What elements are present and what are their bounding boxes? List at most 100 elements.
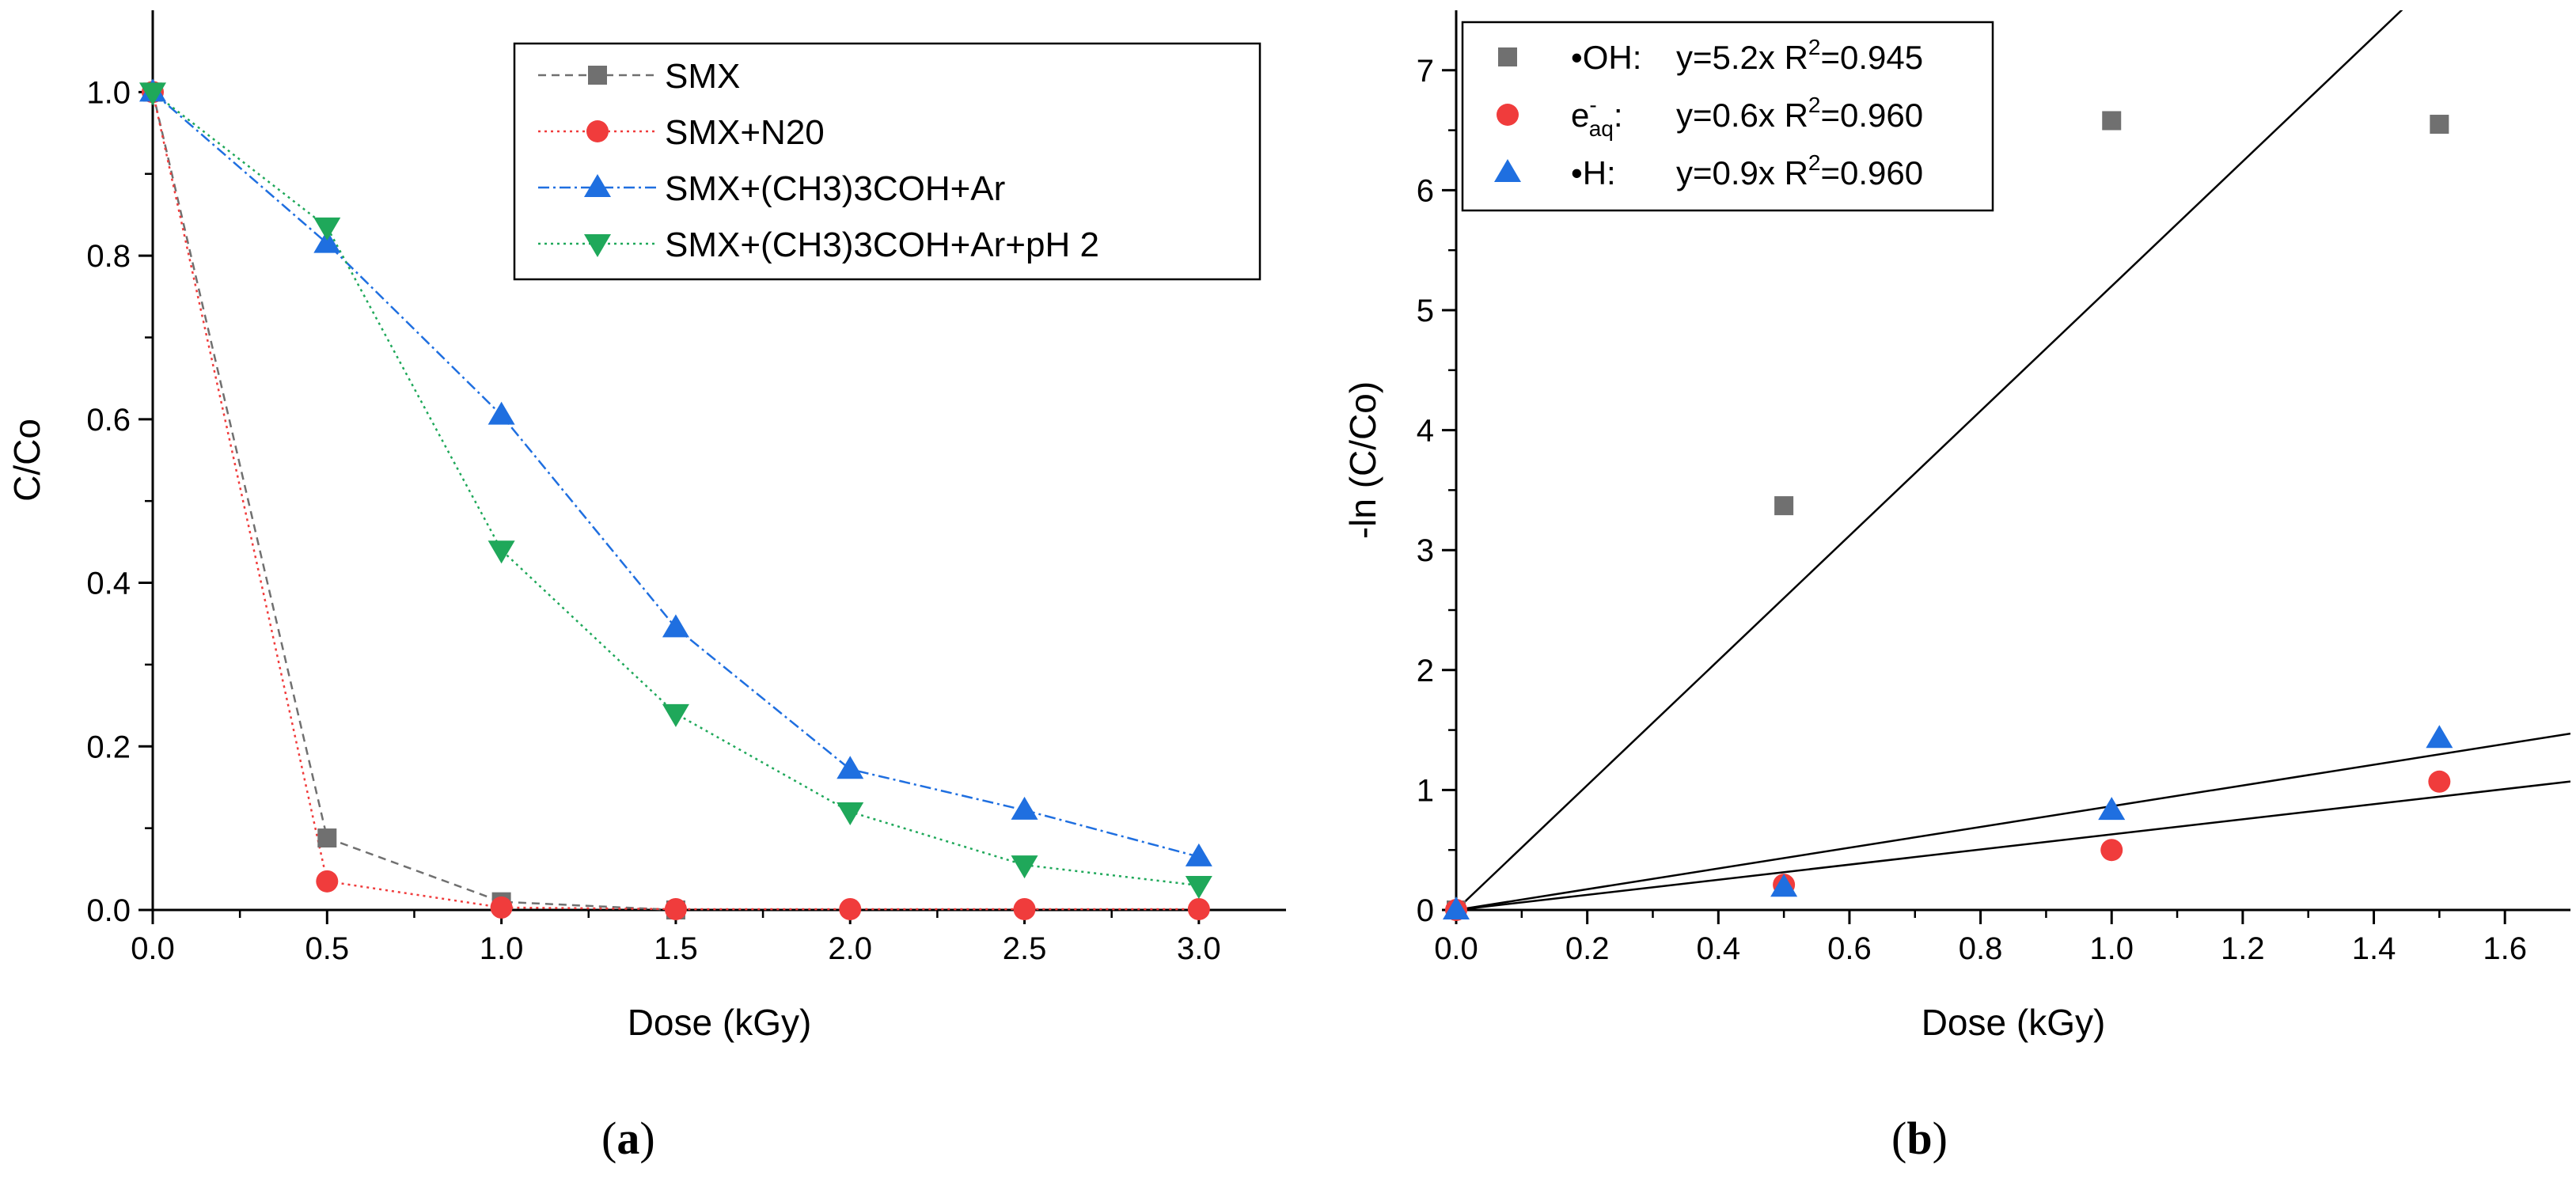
legend-label-1: SMX+N20 bbox=[665, 113, 825, 152]
legend-name-sub: aq bbox=[1589, 116, 1614, 141]
legend-equation-0: y=5.2x R2=0.945 bbox=[1676, 35, 1923, 76]
data-point-2 bbox=[313, 229, 341, 253]
y-tick-label: 3 bbox=[1417, 533, 1434, 568]
series-line-0 bbox=[151, 92, 676, 912]
legend: SMX SMX+N20 SMX+(CH3)3COH+Ar SMX+(CH3)3COH+… bbox=[513, 42, 1261, 281]
data-point-2 bbox=[2098, 797, 2126, 821]
legend-name-sup: - bbox=[1589, 93, 1596, 117]
x-tick-label: 3.0 bbox=[1177, 931, 1221, 966]
legend-name-1: e-aq: bbox=[1571, 93, 1623, 141]
fit-line-0 bbox=[1456, 10, 2403, 910]
x-tick-label: 1.2 bbox=[2221, 931, 2265, 966]
legend-marker-3 bbox=[584, 234, 611, 257]
data-point-2 bbox=[1770, 874, 1798, 897]
legend-equation-2: y=0.9x R2=0.960 bbox=[1676, 150, 1923, 191]
x-tick-label: 1.0 bbox=[2089, 931, 2134, 966]
y-tick-label: 1.0 bbox=[86, 75, 131, 110]
x-tick-label: 2.5 bbox=[1003, 931, 1047, 966]
legend-eq-sup: 2 bbox=[1808, 35, 1821, 59]
x-tick-label: 0.5 bbox=[305, 931, 350, 966]
data-point-3 bbox=[1011, 855, 1038, 879]
y-tick-label: 6 bbox=[1417, 173, 1434, 208]
data-point-1 bbox=[839, 897, 862, 920]
legend-label-0: SMX bbox=[665, 57, 740, 96]
data-point-2 bbox=[1185, 843, 1212, 866]
legend-name-0: •OH: bbox=[1571, 39, 1641, 76]
legend-eq-r2: =0.960 bbox=[1821, 154, 1924, 191]
legend-name-tail: : bbox=[1614, 97, 1623, 134]
y-tick-label: 0.4 bbox=[86, 567, 131, 601]
fit-line-1 bbox=[1456, 780, 2570, 910]
data-point-2 bbox=[1443, 897, 1470, 919]
data-point-1 bbox=[2100, 839, 2123, 862]
data-point-0 bbox=[1774, 496, 1794, 516]
x-tick-label: 1.6 bbox=[2483, 931, 2527, 966]
x-tick-label: 2.0 bbox=[828, 931, 872, 966]
legend-marker-1 bbox=[586, 120, 609, 142]
legend-marker-2 bbox=[1494, 159, 1521, 182]
data-point-3 bbox=[139, 82, 166, 106]
data-point-2 bbox=[837, 756, 864, 779]
x-axis-title: Dose (kGy) bbox=[628, 1002, 812, 1043]
y-tick-label: 1 bbox=[1417, 773, 1434, 808]
legend-marker-0 bbox=[588, 66, 607, 85]
legend-equation-1: y=0.6x R2=0.960 bbox=[1676, 93, 1923, 134]
data-point-1 bbox=[2428, 770, 2451, 793]
x-tick-label: 0.0 bbox=[1434, 931, 1478, 966]
y-tick-label: 0.2 bbox=[86, 730, 131, 764]
data-point-1 bbox=[1013, 897, 1036, 920]
x-tick-label: 0.0 bbox=[131, 931, 175, 966]
legend-name-2: •H: bbox=[1571, 154, 1616, 191]
data-point-1 bbox=[316, 870, 339, 893]
data-point-2 bbox=[2426, 725, 2453, 749]
data-point-0 bbox=[2102, 111, 2122, 131]
y-tick-label: 0.8 bbox=[86, 239, 131, 274]
data-point-3 bbox=[488, 540, 515, 564]
x-tick-label: 1.0 bbox=[480, 931, 524, 966]
y-axis-title: -ln (C/Co) bbox=[1342, 381, 1383, 539]
legend-marker-0 bbox=[1498, 47, 1517, 66]
chart-panel-b: 0.0 0.2 0.4 0.6 0.8 1.0 1.2 1.4 1.6 0 1 2 3 4 5 6 7 Dose … bbox=[1342, 10, 2570, 1043]
x-tick-label: 0.8 bbox=[1959, 931, 2003, 966]
panel-label-b: (b) bbox=[1891, 1113, 1948, 1164]
y-tick-label: 5 bbox=[1417, 294, 1434, 328]
legend-label-2: SMX+(CH3)3COH+Ar bbox=[665, 169, 1005, 208]
legend-marker-2 bbox=[584, 174, 611, 197]
x-axis-title: Dose (kGy) bbox=[1922, 1002, 2106, 1043]
data-point-1 bbox=[490, 896, 513, 919]
data-point-0 bbox=[2430, 115, 2449, 135]
x-tick-label: 1.4 bbox=[2352, 931, 2396, 966]
data-point-3 bbox=[313, 217, 341, 241]
legend-eq-sup: 2 bbox=[1808, 93, 1821, 117]
data-point-2 bbox=[1011, 796, 1038, 820]
y-tick-label: 0.0 bbox=[86, 893, 131, 928]
x-tick-label: 0.6 bbox=[1827, 931, 1872, 966]
fit-line-2 bbox=[1456, 732, 2570, 910]
y-tick-label: 7 bbox=[1417, 54, 1434, 89]
chart-panel-a: 0.0 0.5 1.0 1.5 2.0 2.5 3.0 0.0 0.2 0.4 0.6 0.8 1.0 D… bbox=[6, 10, 1286, 1043]
legend-eq-sup: 2 bbox=[1808, 150, 1821, 175]
legend-eq-main: y=5.2x R bbox=[1676, 39, 1808, 76]
x-tick-label: 1.5 bbox=[654, 931, 698, 966]
y-tick-label: 4 bbox=[1417, 414, 1434, 449]
data-point-3 bbox=[662, 703, 689, 727]
x-tick-label: 0.4 bbox=[1696, 931, 1740, 966]
legend-marker-1 bbox=[1497, 104, 1519, 126]
data-point-2 bbox=[488, 401, 515, 425]
y-tick-label: 2 bbox=[1417, 654, 1434, 688]
legend-eq-main: y=0.9x R bbox=[1676, 154, 1808, 191]
data-point-3 bbox=[1185, 875, 1212, 899]
legend-eq-r2: =0.945 bbox=[1821, 39, 1924, 76]
data-point-2 bbox=[662, 614, 689, 638]
legend-label-3: SMX+(CH3)3COH+Ar+pH 2 bbox=[665, 226, 1099, 264]
data-point-1 bbox=[664, 897, 687, 920]
data-point-3 bbox=[837, 802, 864, 825]
legend-box bbox=[513, 42, 1261, 281]
legend-eq-main: y=0.6x R bbox=[1676, 97, 1808, 134]
data-point-0 bbox=[317, 828, 337, 848]
legend-eq-r2: =0.960 bbox=[1821, 97, 1924, 134]
panel-label-a: (a) bbox=[601, 1113, 655, 1164]
y-axis-title: C/Co bbox=[6, 419, 47, 502]
